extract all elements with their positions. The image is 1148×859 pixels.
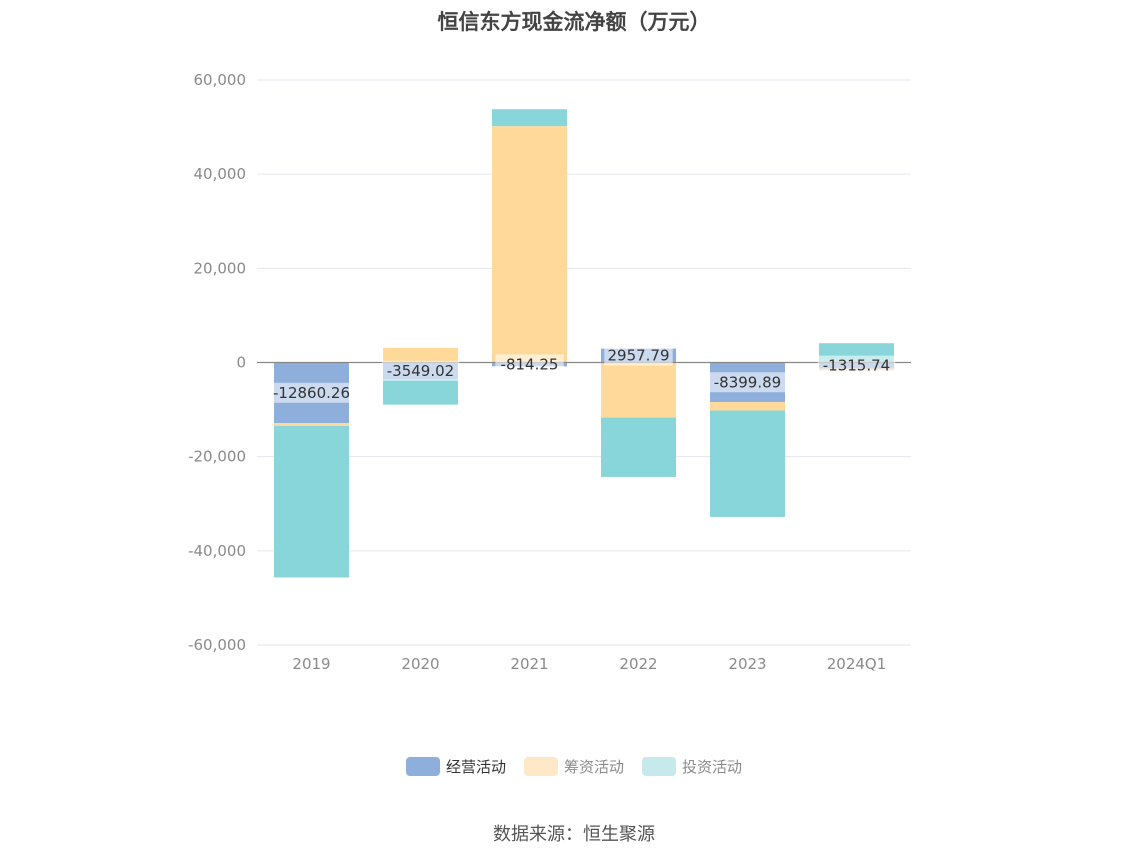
x-tick-label: 2023 xyxy=(728,655,766,673)
bar-investing xyxy=(710,410,785,517)
legend-item[interactable]: 经营活动 xyxy=(405,756,506,777)
bar-financing xyxy=(601,362,676,418)
chart-title: 恒信东方现金流净额（万元） xyxy=(437,10,711,34)
bar-investing xyxy=(492,109,567,127)
data-label: -8399.89 xyxy=(714,373,781,391)
legend: 经营活动 筹资活动 投资活动 xyxy=(0,756,1148,777)
legend-item[interactable]: 筹资活动 xyxy=(523,756,624,777)
data-label: -3549.02 xyxy=(387,362,454,380)
data-label-bg xyxy=(495,354,564,375)
bar-financing xyxy=(274,423,349,426)
legend-swatch xyxy=(642,757,676,776)
source-note: 数据来源：恒生聚源 xyxy=(493,824,655,845)
y-tick-label: -60,000 xyxy=(188,636,246,654)
bar-layer xyxy=(274,109,894,578)
bar-investing xyxy=(601,417,676,477)
data-label-bg xyxy=(708,372,787,393)
legend-label: 筹资活动 xyxy=(563,758,624,776)
data-label-bg xyxy=(604,345,673,366)
legend-label: 经营活动 xyxy=(445,758,506,776)
y-tick-label: 0 xyxy=(236,354,246,372)
legend-swatch xyxy=(523,757,558,776)
bar-investing xyxy=(274,425,349,578)
data-label: -12860.26 xyxy=(273,384,350,402)
bar-financing xyxy=(383,347,458,363)
bar-investing xyxy=(383,379,458,405)
x-tick-label: 2024Q1 xyxy=(827,655,887,673)
label-layer: -12860.26 -3549.02 -814.25 2957.79 -8399.89 -… xyxy=(268,345,896,403)
y-tick-label: -40,000 xyxy=(188,542,246,560)
legend-swatch xyxy=(405,757,440,776)
data-label-bg xyxy=(381,360,460,381)
bar-financing xyxy=(710,402,785,411)
y-tick-label: 20,000 xyxy=(194,259,247,277)
x-tick-label: 2022 xyxy=(619,655,657,673)
x-tick-label: 2020 xyxy=(401,655,439,673)
data-label: 2957.79 xyxy=(607,347,669,365)
legend-label: 投资活动 xyxy=(682,758,743,776)
data-label-bg xyxy=(817,355,896,376)
data-label-bg xyxy=(268,382,355,403)
y-tick-label: -20,000 xyxy=(188,448,246,466)
y-tick-label: 60,000 xyxy=(194,71,247,89)
x-tick-label: 2021 xyxy=(510,655,548,673)
data-label: -1315.74 xyxy=(823,357,890,375)
bar-financing xyxy=(492,126,567,363)
y-tick-label: 40,000 xyxy=(194,165,247,183)
axis-layer: 60,000 40,000 20,000 0 -20,000 -40,000 -60,000… xyxy=(188,71,911,673)
data-label: -814.25 xyxy=(501,355,559,373)
x-tick-label: 2019 xyxy=(292,655,330,673)
legend-item[interactable]: 投资活动 xyxy=(642,756,742,777)
